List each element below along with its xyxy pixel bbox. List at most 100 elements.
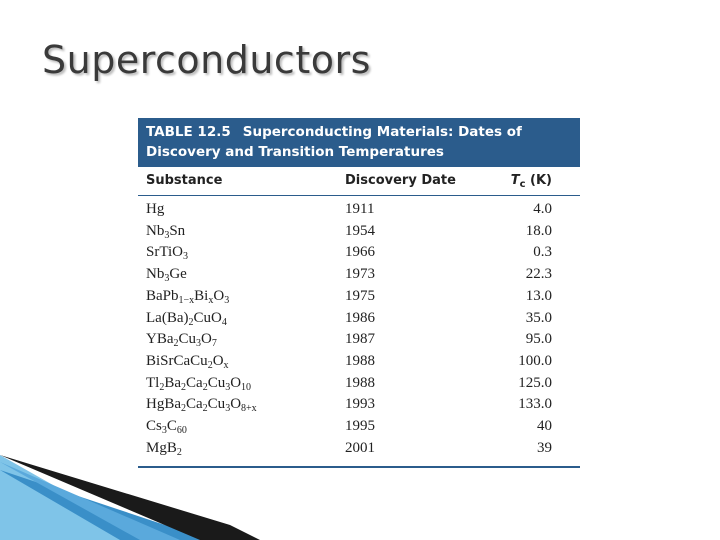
text-part: La(Ba) xyxy=(146,309,189,326)
subscript: 2 xyxy=(207,359,213,371)
text-part: BaPb xyxy=(146,287,179,304)
substance: HgBa2Ca2Cu3O8+x xyxy=(146,396,257,414)
text-part: Cs xyxy=(146,418,162,434)
subscript: 3 xyxy=(196,338,202,350)
subscript: 3 xyxy=(164,273,170,285)
text-part: Substance xyxy=(146,173,223,188)
text-part: Ca xyxy=(186,396,203,413)
text-part: Cu xyxy=(207,396,226,413)
text-part: BiSrCaCu xyxy=(146,352,208,369)
slide-title: Superconductors xyxy=(42,38,371,82)
text-part: Discovery Date xyxy=(345,173,456,188)
text-part: CuO xyxy=(193,309,222,326)
text-part: O xyxy=(213,287,225,304)
subscript: 3 xyxy=(225,381,231,393)
discovery-date: 1987 xyxy=(345,331,375,348)
subscript: 3 xyxy=(224,294,230,306)
transition-temperature: 40 xyxy=(537,418,552,434)
substance: Nb3Sn xyxy=(146,223,185,241)
discovery-date: 1993 xyxy=(345,396,375,413)
subscript: 2 xyxy=(176,446,182,458)
subscript: 3 xyxy=(164,229,170,241)
table-caption-bar: TABLE 12.5 Superconducting Materials: Dat… xyxy=(138,118,580,167)
transition-temperature: 22.3 xyxy=(525,266,552,283)
discovery-date: 1973 xyxy=(345,266,375,283)
discovery-date: 1975 xyxy=(345,287,375,304)
column-header: Substance xyxy=(146,173,222,188)
subscript: 4 xyxy=(221,316,227,328)
rule xyxy=(138,466,580,468)
text-part: C xyxy=(166,418,177,434)
transition-temperature: 133.0 xyxy=(518,396,552,413)
discovery-date: 1986 xyxy=(345,309,375,326)
text-part: Hg xyxy=(146,201,165,217)
substance: Cs3C60 xyxy=(146,418,187,436)
subscript: 3 xyxy=(161,425,167,436)
text-part: Ca xyxy=(186,374,203,391)
substance: SrTiO3 xyxy=(146,244,188,262)
text-part: O xyxy=(230,374,242,391)
substance: MgB2 xyxy=(146,440,182,458)
text-part: Ba xyxy=(164,374,182,391)
discovery-date: 1995 xyxy=(345,418,375,434)
table: TABLE 12.5 Superconducting Materials: Dat… xyxy=(138,118,580,468)
text-part: Tl xyxy=(146,374,160,391)
text-part: YBa xyxy=(146,331,174,348)
rule xyxy=(138,195,580,196)
text-part: (K) xyxy=(525,173,552,188)
subscript: 2 xyxy=(181,403,186,415)
substance: Hg xyxy=(146,201,164,218)
subscript: 60 xyxy=(176,425,187,436)
subscript: 8+x xyxy=(241,403,257,415)
subscript: 3 xyxy=(225,403,231,415)
transition-temperature: 95.0 xyxy=(525,331,552,348)
text-part: Nb xyxy=(146,266,165,283)
text-part: O xyxy=(212,352,224,369)
substance: Tl2Ba2Ca2Cu3O10 xyxy=(146,375,251,393)
subscript: 2 xyxy=(202,403,208,415)
text-part: O xyxy=(230,396,242,413)
subscript: 7 xyxy=(211,338,217,350)
transition-temperature: 125.0 xyxy=(518,374,552,391)
subscript: x xyxy=(208,294,214,306)
discovery-date: 1911 xyxy=(345,201,375,217)
subscript: 3 xyxy=(182,251,188,263)
text-part: Bi xyxy=(194,287,209,304)
discovery-date: 1954 xyxy=(345,222,375,239)
substance: YBa2Cu3O7 xyxy=(146,331,217,349)
substance: BiSrCaCu2Ox xyxy=(146,353,229,371)
text-part: Ge xyxy=(169,266,187,283)
transition-temperature: 0.3 xyxy=(533,244,552,261)
discovery-date: 1988 xyxy=(345,352,375,369)
transition-temperature: 39 xyxy=(537,439,552,456)
text-part: Cu xyxy=(178,331,197,348)
subscript: 2 xyxy=(159,381,165,393)
subscript: 2 xyxy=(181,381,187,393)
transition-temperature: 35.0 xyxy=(525,309,552,326)
transition-temperature: 4.0 xyxy=(533,201,552,217)
subscript: 2 xyxy=(202,381,208,393)
discovery-date: 2001 xyxy=(345,439,375,456)
subscript: 2 xyxy=(188,316,194,328)
discovery-date: 1966 xyxy=(345,244,375,261)
table-caption: Superconducting Materials: Dates of Disc… xyxy=(146,124,522,160)
column-header: Discovery Date xyxy=(345,173,456,188)
text-part: SrTiO xyxy=(146,244,183,261)
text-part: Cu xyxy=(207,374,226,391)
substance: BaPb1−xBixO3 xyxy=(146,288,229,306)
subscript: x xyxy=(223,359,229,371)
column-header: Tc (K) xyxy=(511,173,552,190)
subscript: 1−x xyxy=(178,294,195,306)
transition-temperature: 13.0 xyxy=(525,287,552,304)
substance: La(Ba)2CuO4 xyxy=(146,310,227,328)
discovery-date: 1988 xyxy=(345,374,375,391)
text-part: HgBa xyxy=(146,396,181,413)
substance: Nb3Ge xyxy=(146,266,187,284)
subscript: c xyxy=(519,179,526,190)
transition-temperature: 18.0 xyxy=(525,222,552,239)
text-part: O xyxy=(201,331,212,348)
transition-temperature: 100.0 xyxy=(518,352,552,369)
text-part: Sn xyxy=(169,222,186,239)
